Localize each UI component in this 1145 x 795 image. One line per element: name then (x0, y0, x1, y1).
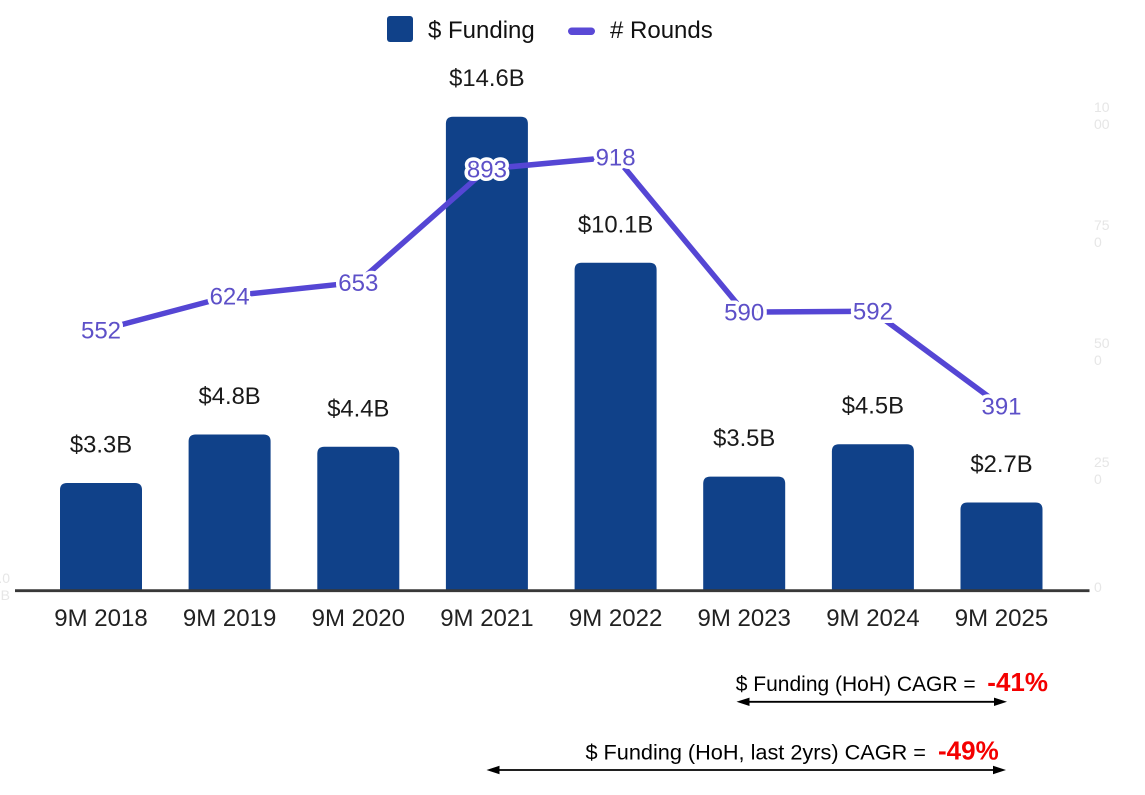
svg-text:0: 0 (1094, 352, 1102, 368)
svg-text:$ Funding (HoH, last 2yrs) CAG: $ Funding (HoH, last 2yrs) CAGR = -49% (585, 735, 998, 765)
svg-text:9M 2025: 9M 2025 (955, 605, 1048, 632)
svg-text:918: 918 (596, 145, 636, 172)
svg-text:0: 0 (1094, 471, 1102, 487)
svg-text:9M 2018: 9M 2018 (54, 605, 147, 632)
svg-text:$4.5B: $4.5B (842, 393, 904, 420)
svg-text:624: 624 (210, 284, 250, 311)
svg-text:$2.7B: $2.7B (970, 451, 1032, 478)
svg-text:$3.3B: $3.3B (70, 432, 132, 459)
svg-text:$ Funding (HoH) CAGR = -41%: $ Funding (HoH) CAGR = -41% (736, 667, 1048, 697)
svg-text:9M 2023: 9M 2023 (697, 605, 790, 632)
svg-text:9M 2024: 9M 2024 (826, 605, 919, 632)
svg-text:9M 2021: 9M 2021 (440, 605, 533, 632)
svg-text:$ Funding: $ Funding (428, 17, 535, 44)
svg-text:552: 552 (81, 318, 121, 345)
svg-text:590: 590 (724, 300, 764, 327)
svg-text:$0.0: $0.0 (0, 570, 10, 586)
svg-text:# Rounds: # Rounds (610, 17, 713, 44)
svg-text:9M 2022: 9M 2022 (569, 605, 662, 632)
svg-text:653: 653 (338, 270, 378, 297)
svg-text:9M 2020: 9M 2020 (312, 605, 405, 632)
svg-text:75: 75 (1094, 217, 1110, 233)
svg-text:$4.4B: $4.4B (327, 395, 389, 422)
svg-text:0: 0 (1094, 579, 1102, 595)
svg-text:B: B (1, 587, 10, 603)
svg-text:9M 2019: 9M 2019 (183, 605, 276, 632)
svg-text:$4.8B: $4.8B (198, 383, 260, 410)
svg-text:00: 00 (1094, 116, 1110, 132)
svg-text:$10.1B: $10.1B (578, 211, 653, 238)
svg-text:893: 893 (467, 156, 507, 183)
svg-text:$14.6B: $14.6B (449, 65, 524, 92)
svg-text:25: 25 (1094, 454, 1110, 470)
svg-text:592: 592 (853, 299, 893, 326)
svg-text:10: 10 (1094, 99, 1110, 115)
svg-text:391: 391 (981, 394, 1021, 421)
svg-text:$3.5B: $3.5B (713, 425, 775, 452)
svg-text:0: 0 (1094, 234, 1102, 250)
svg-text:50: 50 (1094, 335, 1110, 351)
